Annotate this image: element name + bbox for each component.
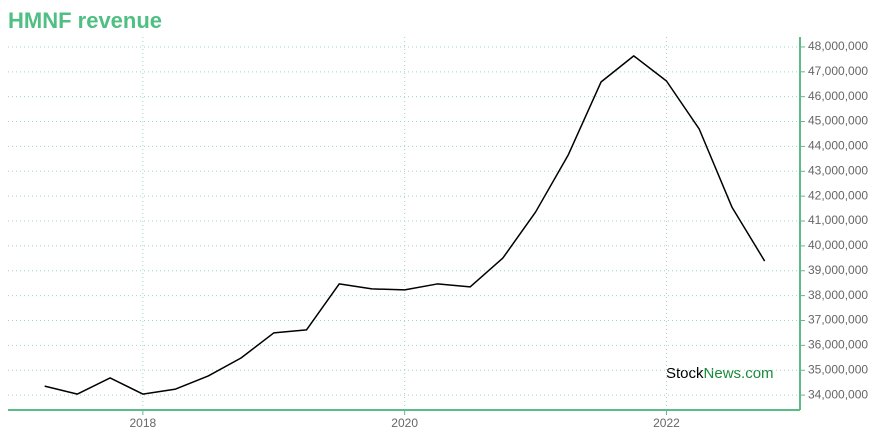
y-tick-label: 37,000,000: [808, 313, 868, 327]
line: [44, 55, 766, 395]
y-tick-label: 40,000,000: [808, 238, 868, 252]
chart-title: HMNF revenue: [8, 8, 162, 33]
y-tick-label: 36,000,000: [808, 338, 868, 352]
y-tick-label: 44,000,000: [808, 139, 868, 153]
y-tick-label: 43,000,000: [808, 163, 868, 177]
y-tick-label: 48,000,000: [808, 39, 868, 53]
y-tick-label: 41,000,000: [808, 213, 868, 227]
y-tick-label: 38,000,000: [808, 288, 868, 302]
y-tick-label: 46,000,000: [808, 89, 868, 103]
y-tick-label: 47,000,000: [808, 64, 868, 78]
x-tick-label: 2020: [391, 416, 418, 430]
watermark-part: News.com: [704, 365, 774, 382]
y-tick-label: 45,000,000: [808, 114, 868, 128]
watermark-part: Stock: [666, 365, 704, 382]
y-tick-label: 35,000,000: [808, 362, 868, 376]
x-tick-label: 2022: [653, 416, 680, 430]
watermark: StockNews.com: [666, 365, 774, 382]
y-tick-label: 42,000,000: [808, 188, 868, 202]
y-tick-label: 34,000,000: [808, 387, 868, 401]
y-tick-label: 39,000,000: [808, 263, 868, 277]
x-tick-label: 2018: [129, 416, 156, 430]
